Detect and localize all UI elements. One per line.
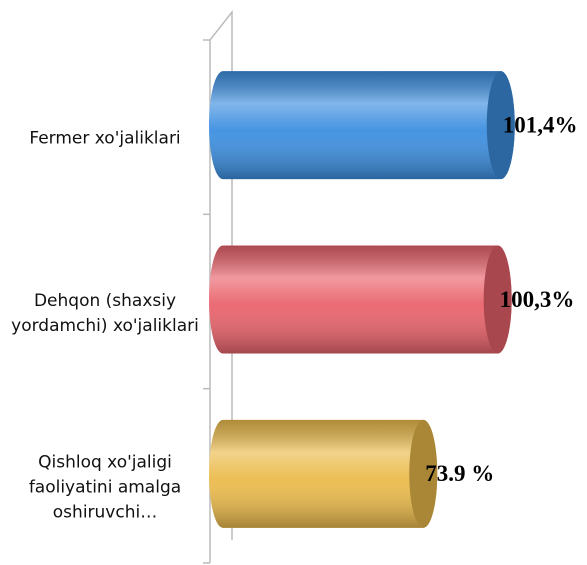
bar-shine: [209, 71, 515, 180]
bar-cap-shade: [486, 71, 515, 180]
category-label: Qishloq xo'jaligi faoliyatini amalga osh…: [28, 452, 182, 523]
bar-cap: [486, 71, 515, 180]
bar-shine: [209, 419, 438, 528]
value-label: 101,4%: [503, 112, 578, 137]
bar: [209, 245, 512, 354]
bar-cap: [409, 419, 438, 528]
bar-shine: [209, 245, 512, 354]
bar-cap-shade: [409, 419, 438, 528]
bar-cap-shade: [483, 245, 512, 354]
category-label: Dehqon (shaxsiy yordamchi) xo'jaliklari: [11, 290, 199, 336]
bar-cap: [483, 245, 512, 354]
value-label: 100,3%: [500, 287, 575, 312]
bar: [209, 71, 515, 180]
value-label: 73.9 %: [425, 461, 494, 486]
bar: [209, 419, 438, 528]
category-label: Fermer xo'jaliklari: [29, 128, 181, 149]
